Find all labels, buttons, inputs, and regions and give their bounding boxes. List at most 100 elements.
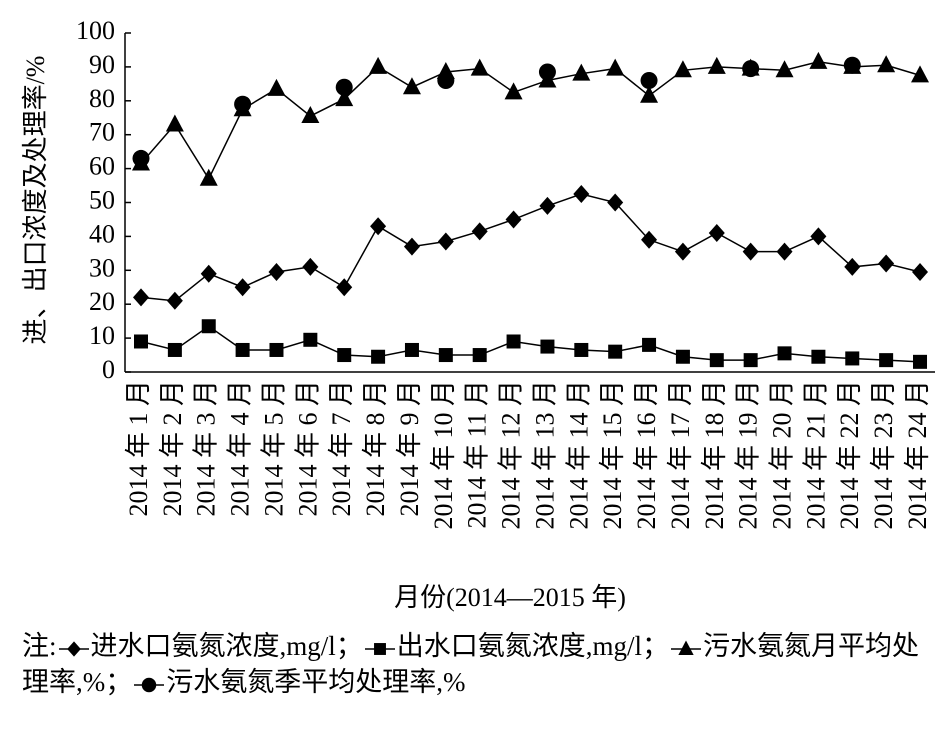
y-tick-label: 90 [89, 50, 115, 79]
marker [201, 319, 216, 334]
marker [335, 78, 353, 96]
marker [373, 642, 386, 655]
marker [674, 242, 691, 261]
x-tick-label: 2014 年 19 月 [734, 380, 763, 530]
x-tick-label: 2014 年 11 月 [463, 380, 492, 529]
marker [878, 254, 895, 273]
x-tick-label: 2014 年 24 月 [903, 380, 932, 530]
marker [777, 346, 792, 361]
marker [302, 257, 319, 276]
x-tick-label: 2014 年 5 月 [259, 380, 288, 517]
note-label: 注: [22, 631, 57, 661]
marker [608, 344, 623, 359]
marker [912, 262, 929, 281]
x-tick-label: 2014 年 21 月 [801, 380, 830, 530]
marker [606, 58, 625, 76]
marker [607, 193, 624, 212]
marker [572, 63, 591, 81]
marker [504, 82, 523, 100]
marker [877, 55, 896, 73]
marker [402, 77, 421, 95]
marker [301, 106, 320, 124]
x-tick-label: 2014 年 6 月 [293, 380, 322, 517]
x-tick-label: 2014 年 9 月 [395, 380, 424, 517]
legend-label: 污水氨氮季平均处理率,% [166, 667, 466, 697]
marker [336, 278, 353, 297]
y-tick-label: 0 [102, 355, 115, 384]
marker [809, 51, 828, 69]
legend-symbol [364, 642, 395, 655]
marker [132, 149, 150, 167]
marker [776, 242, 793, 261]
marker [167, 342, 182, 357]
y-tick-label: 20 [89, 287, 115, 316]
marker [640, 85, 659, 103]
marker [303, 332, 318, 347]
marker [142, 677, 157, 693]
x-tick-label: 2014 年 13 月 [530, 380, 559, 530]
marker [269, 342, 284, 357]
marker [200, 264, 217, 283]
marker [709, 353, 724, 368]
marker [845, 351, 860, 366]
marker [235, 342, 250, 357]
marker [268, 262, 285, 281]
marker [775, 60, 794, 78]
y-tick-label: 70 [89, 118, 115, 147]
marker [574, 342, 589, 357]
x-tick-label: 2014 年 3 月 [192, 380, 221, 517]
marker [371, 349, 386, 364]
marker [370, 217, 387, 236]
legend: 注: 进水口氨氮浓度,mg/l； 出水口氨氮浓度,mg/l； 污水氨氮月平均处理率,%… [22, 628, 932, 700]
marker [640, 71, 658, 89]
y-tick-label: 60 [89, 152, 115, 181]
x-tick-label: 2014 年 22 月 [835, 380, 864, 530]
series-line [140, 193, 921, 302]
marker [505, 210, 522, 229]
x-tick-label: 2014 年 16 月 [632, 380, 661, 530]
x-tick-label: 2014 年 18 月 [700, 380, 729, 530]
x-tick-label: 2014 年 10 月 [429, 380, 458, 530]
y-tick-label: 50 [89, 185, 115, 214]
marker [742, 242, 759, 261]
marker [539, 196, 556, 215]
marker [708, 224, 725, 243]
marker [335, 89, 354, 107]
marker [165, 114, 184, 132]
marker [404, 342, 419, 357]
chart: 进、出口浓度及处理率/% 月份(2014—2015 年) 0 10 20 30 40 50… [21, 16, 935, 612]
series-line [140, 325, 921, 363]
marker [707, 56, 726, 74]
marker [844, 257, 861, 276]
marker [166, 291, 183, 310]
x-tick-label: 2014 年 12 月 [497, 380, 526, 530]
marker [911, 65, 930, 83]
legend-separator: ； [105, 667, 133, 697]
marker [199, 168, 218, 186]
x-axis-label: 月份(2014—2015 年) [394, 583, 626, 612]
marker [810, 227, 827, 246]
marker [675, 349, 690, 364]
marker [742, 60, 760, 78]
marker [642, 337, 657, 352]
legend-separator: ； [335, 631, 363, 661]
legend-symbol [58, 641, 89, 657]
x-tick-label: 2014 年 20 月 [767, 380, 796, 530]
marker [811, 349, 826, 364]
marker [470, 58, 489, 76]
x-tick-label: 2014 年 15 月 [598, 380, 627, 530]
marker [437, 71, 455, 89]
x-tick-label: 2014 年 4 月 [226, 380, 255, 517]
marker [134, 334, 148, 349]
legend-label: 进水口氨氮浓度,mg/l [90, 631, 336, 661]
x-tick-label: 2014 年 23 月 [869, 380, 898, 530]
marker [743, 353, 758, 368]
x-tick-label: 2014 年 8 月 [361, 380, 390, 517]
marker [641, 230, 658, 249]
series-line [140, 61, 921, 181]
marker [438, 348, 453, 363]
marker [879, 353, 894, 368]
y-tick-label: 100 [76, 16, 115, 45]
marker [337, 348, 352, 363]
